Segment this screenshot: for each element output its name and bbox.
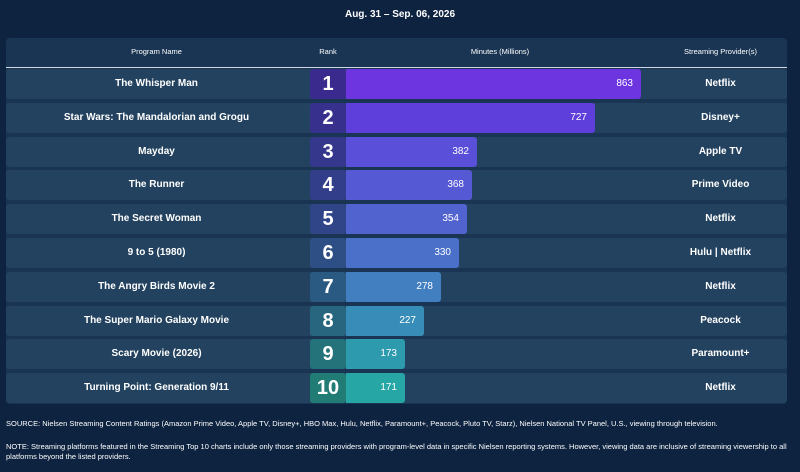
source-note: SOURCE: Nielsen Streaming Content Rating… (6, 419, 718, 428)
streaming-provider: Paramount+ (691, 348, 750, 360)
minutes-bar (346, 136, 477, 167)
program-name: Scary Movie (2026) (111, 348, 202, 360)
minutes-bar (346, 305, 424, 336)
minutes-value-label: 173 (380, 348, 397, 360)
minutes-bar (346, 271, 441, 302)
minutes-value-label: 330 (434, 247, 451, 258)
header-program-name: Program Name (131, 47, 182, 56)
footnote: NOTE: Streaming platforms featured in th… (6, 442, 787, 461)
streaming-provider: Peacock (700, 314, 741, 326)
streaming-provider: Netflix (705, 382, 736, 394)
minutes-value-label: 227 (399, 314, 416, 326)
program-name: Star Wars: The Mandalorian and Grogu (63, 111, 250, 123)
streaming-provider: Disney+ (701, 111, 740, 123)
program-name: Turning Point: Generation 9/11 (84, 382, 229, 394)
table-row: Star Wars: The Mandalorian and Grogu 2 727… (6, 102, 787, 133)
minutes-value-label: 171 (380, 382, 397, 394)
program-name: The Runner (128, 179, 185, 191)
minutes-bar (346, 238, 459, 268)
minutes-value-label: 278 (416, 280, 433, 292)
program-name: The Angry Birds Movie 2 (98, 280, 215, 292)
minutes-value-label: 354 (442, 213, 459, 225)
program-name: The Secret Woman (111, 213, 202, 225)
header-divider (6, 67, 787, 68)
program-name: 9 to 5 (1980) (127, 247, 186, 258)
minutes-bar (346, 170, 472, 201)
table-row: The Angry Birds Movie 2 7 278 Netflix (6, 271, 787, 302)
minutes-value-label: 727 (570, 111, 587, 123)
date-range: Aug. 31 – Sep. 06, 2026 (344, 9, 456, 20)
rank-label: 9 (310, 339, 346, 370)
streaming-provider: Prime Video (691, 179, 750, 191)
table-row: Mayday 3 382 Apple TV (6, 136, 787, 167)
top10-table: Program Name Rank Minutes (Millions) Str… (6, 38, 787, 404)
rank-label: 10 (310, 373, 346, 404)
header-streaming-provider: Streaming Provider(s) (684, 47, 757, 56)
rank-label: 7 (310, 271, 346, 302)
rank-label: 4 (310, 170, 346, 201)
minutes-value-label: 863 (616, 78, 633, 89)
header-minutes: Minutes (Millions) (470, 47, 530, 56)
rank-label: 6 (310, 238, 346, 268)
minutes-bar (346, 204, 467, 235)
minutes-bar (346, 102, 595, 133)
minutes-value-label: 382 (452, 145, 469, 157)
table-row: The Secret Woman 5 354 Netflix (6, 204, 787, 235)
minutes-value-label: 368 (447, 179, 464, 191)
rank-label: 3 (310, 136, 346, 167)
table-row: The Super Mario Galaxy Movie 8 227 Peacock (6, 305, 787, 336)
rank-label: 8 (310, 305, 346, 336)
table-row: The Runner 4 368 Prime Video (6, 170, 787, 201)
minutes-bar (346, 373, 405, 404)
header-rank: Rank (319, 47, 337, 56)
streaming-provider: Hulu | Netflix (689, 247, 752, 258)
program-name: The Super Mario Galaxy Movie (83, 314, 230, 326)
table-row: 9 to 5 (1980) 6 330 Hulu | Netflix (6, 238, 787, 268)
minutes-bar (346, 69, 641, 99)
program-name: Mayday (138, 145, 175, 157)
streaming-provider: Apple TV (698, 145, 743, 157)
table-row: Scary Movie (2026) 9 173 Paramount+ (6, 339, 787, 370)
table-row: Turning Point: Generation 9/11 10 171 Netfl… (6, 373, 787, 404)
program-name: The Whisper Man (115, 78, 198, 89)
rank-label: 5 (310, 204, 346, 235)
streaming-provider: Netflix (705, 213, 736, 225)
minutes-bar (346, 339, 405, 370)
streaming-provider: Netflix (705, 280, 736, 292)
table-row: The Whisper Man 1 863 Netflix (6, 69, 787, 99)
streaming-provider: Netflix (705, 78, 736, 89)
rank-label: 1 (310, 69, 346, 99)
rank-label: 2 (310, 102, 346, 133)
